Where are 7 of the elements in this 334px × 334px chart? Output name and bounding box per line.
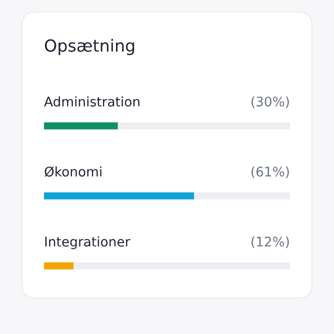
data-label: (30%) bbox=[252, 96, 289, 108]
data-label: (61%) bbox=[252, 166, 289, 178]
y-tick-label: Integrationer bbox=[45, 236, 130, 250]
y-tick-label: Administration bbox=[44, 96, 140, 107]
chart-title: Opsætning bbox=[44, 38, 134, 56]
data-label: (12%) bbox=[252, 236, 289, 248]
y-tick-label: Økonomi bbox=[44, 166, 102, 177]
